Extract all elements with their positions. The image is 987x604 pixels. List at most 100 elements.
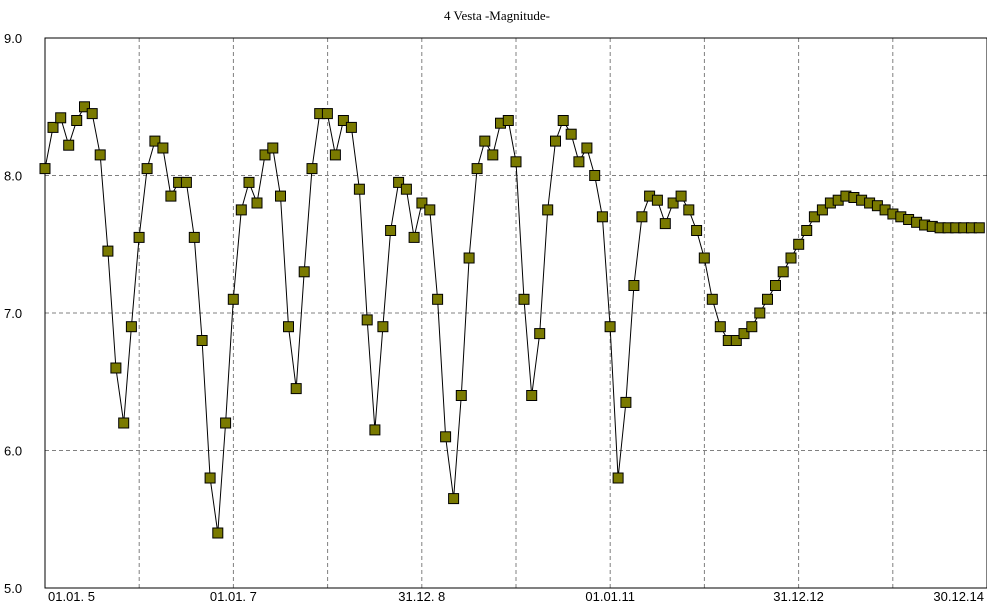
y-tick-label: 7.0: [4, 306, 22, 321]
data-point: [227, 293, 239, 305]
data-point: [337, 115, 349, 126]
data-point: [573, 156, 585, 168]
data-point: [440, 431, 452, 443]
data-point: [816, 204, 828, 216]
x-tick-label: 31.12. 8: [398, 589, 445, 604]
data-point: [283, 321, 294, 333]
data-point: [534, 328, 546, 340]
data-point: [47, 121, 59, 133]
data-point: [369, 424, 381, 436]
data-point: [471, 163, 483, 175]
data-point: [651, 194, 663, 206]
data-point: [738, 328, 750, 340]
x-tick-label: 31.12.12: [773, 589, 824, 604]
data-point: [793, 238, 805, 250]
data-point: [86, 108, 98, 120]
data-point: [762, 293, 773, 305]
data-point: [321, 108, 333, 120]
data-point: [518, 293, 530, 305]
data-point: [770, 280, 781, 291]
data-point: [133, 231, 145, 243]
data-point: [596, 211, 608, 223]
data-point: [526, 390, 538, 401]
data-point: [94, 149, 106, 161]
data-point: [612, 472, 624, 484]
data-point: [510, 156, 522, 168]
data-point: [267, 142, 279, 154]
data-point: [204, 472, 216, 484]
data-point: [149, 135, 161, 147]
data-point: [432, 293, 444, 305]
data-point: [698, 252, 710, 264]
data-point: [212, 527, 224, 539]
data-point: [306, 163, 318, 175]
data-point: [353, 183, 365, 195]
x-tick-label: 01.01. 5: [48, 589, 95, 604]
data-point: [157, 142, 169, 154]
data-point: [746, 321, 758, 333]
y-tick-label: 8.0: [4, 169, 22, 184]
data-point: [604, 321, 616, 333]
data-point: [675, 190, 687, 202]
data-point: [628, 280, 640, 291]
data-point: [385, 225, 397, 236]
data-point: [730, 335, 742, 346]
data-point: [542, 204, 554, 216]
data-point: [243, 176, 255, 188]
data-point: [973, 222, 985, 234]
data-point: [180, 176, 192, 188]
y-tick-label: 6.0: [4, 444, 22, 459]
data-point: [754, 307, 766, 319]
data-point: [706, 293, 718, 305]
data-point: [110, 362, 122, 374]
data-point: [55, 112, 67, 124]
plot-frame: [44, 37, 987, 589]
data-point: [196, 335, 208, 346]
data-point: [691, 225, 703, 236]
data-point: [63, 139, 75, 151]
y-tick-label: 5.0: [4, 581, 22, 596]
data-point: [235, 204, 247, 216]
data-point: [220, 417, 232, 429]
data-point: [39, 163, 51, 175]
data-point: [801, 225, 813, 236]
data-point: [345, 121, 357, 133]
data-point: [377, 321, 389, 333]
data-point: [557, 115, 569, 126]
y-tick-label: 9.0: [4, 31, 22, 46]
data-point: [188, 231, 200, 243]
data-point: [102, 245, 114, 257]
data-point: [393, 176, 405, 188]
x-tick-label: 30.12.14: [933, 589, 984, 604]
x-tick-label: 01.01.11: [585, 589, 635, 604]
data-point: [589, 170, 601, 181]
magnitude-line: [44, 106, 980, 534]
data-point: [424, 204, 436, 216]
data-point: [502, 115, 514, 126]
x-tick-label: 01.01. 7: [210, 589, 257, 604]
data-point: [581, 142, 593, 154]
data-point: [714, 321, 726, 333]
data-point: [118, 417, 130, 429]
data-point: [659, 218, 671, 230]
data-point: [290, 383, 302, 395]
data-point: [329, 149, 341, 161]
data-point: [298, 266, 310, 278]
data-point: [275, 190, 286, 202]
data-point: [400, 183, 412, 195]
data-point: [777, 266, 789, 278]
grid: [45, 38, 987, 588]
data-point: [71, 115, 83, 126]
data-point: [620, 396, 632, 408]
data-point: [165, 190, 177, 202]
data-point: [565, 128, 577, 140]
chart-title: 4 Vesta -Magnitude-: [444, 8, 550, 23]
data-point: [408, 231, 420, 243]
data-point: [785, 252, 797, 264]
data-point: [251, 197, 263, 209]
data-point: [141, 163, 153, 175]
magnitude-markers: [39, 101, 985, 539]
data-point: [455, 390, 467, 401]
data-point: [463, 252, 475, 264]
